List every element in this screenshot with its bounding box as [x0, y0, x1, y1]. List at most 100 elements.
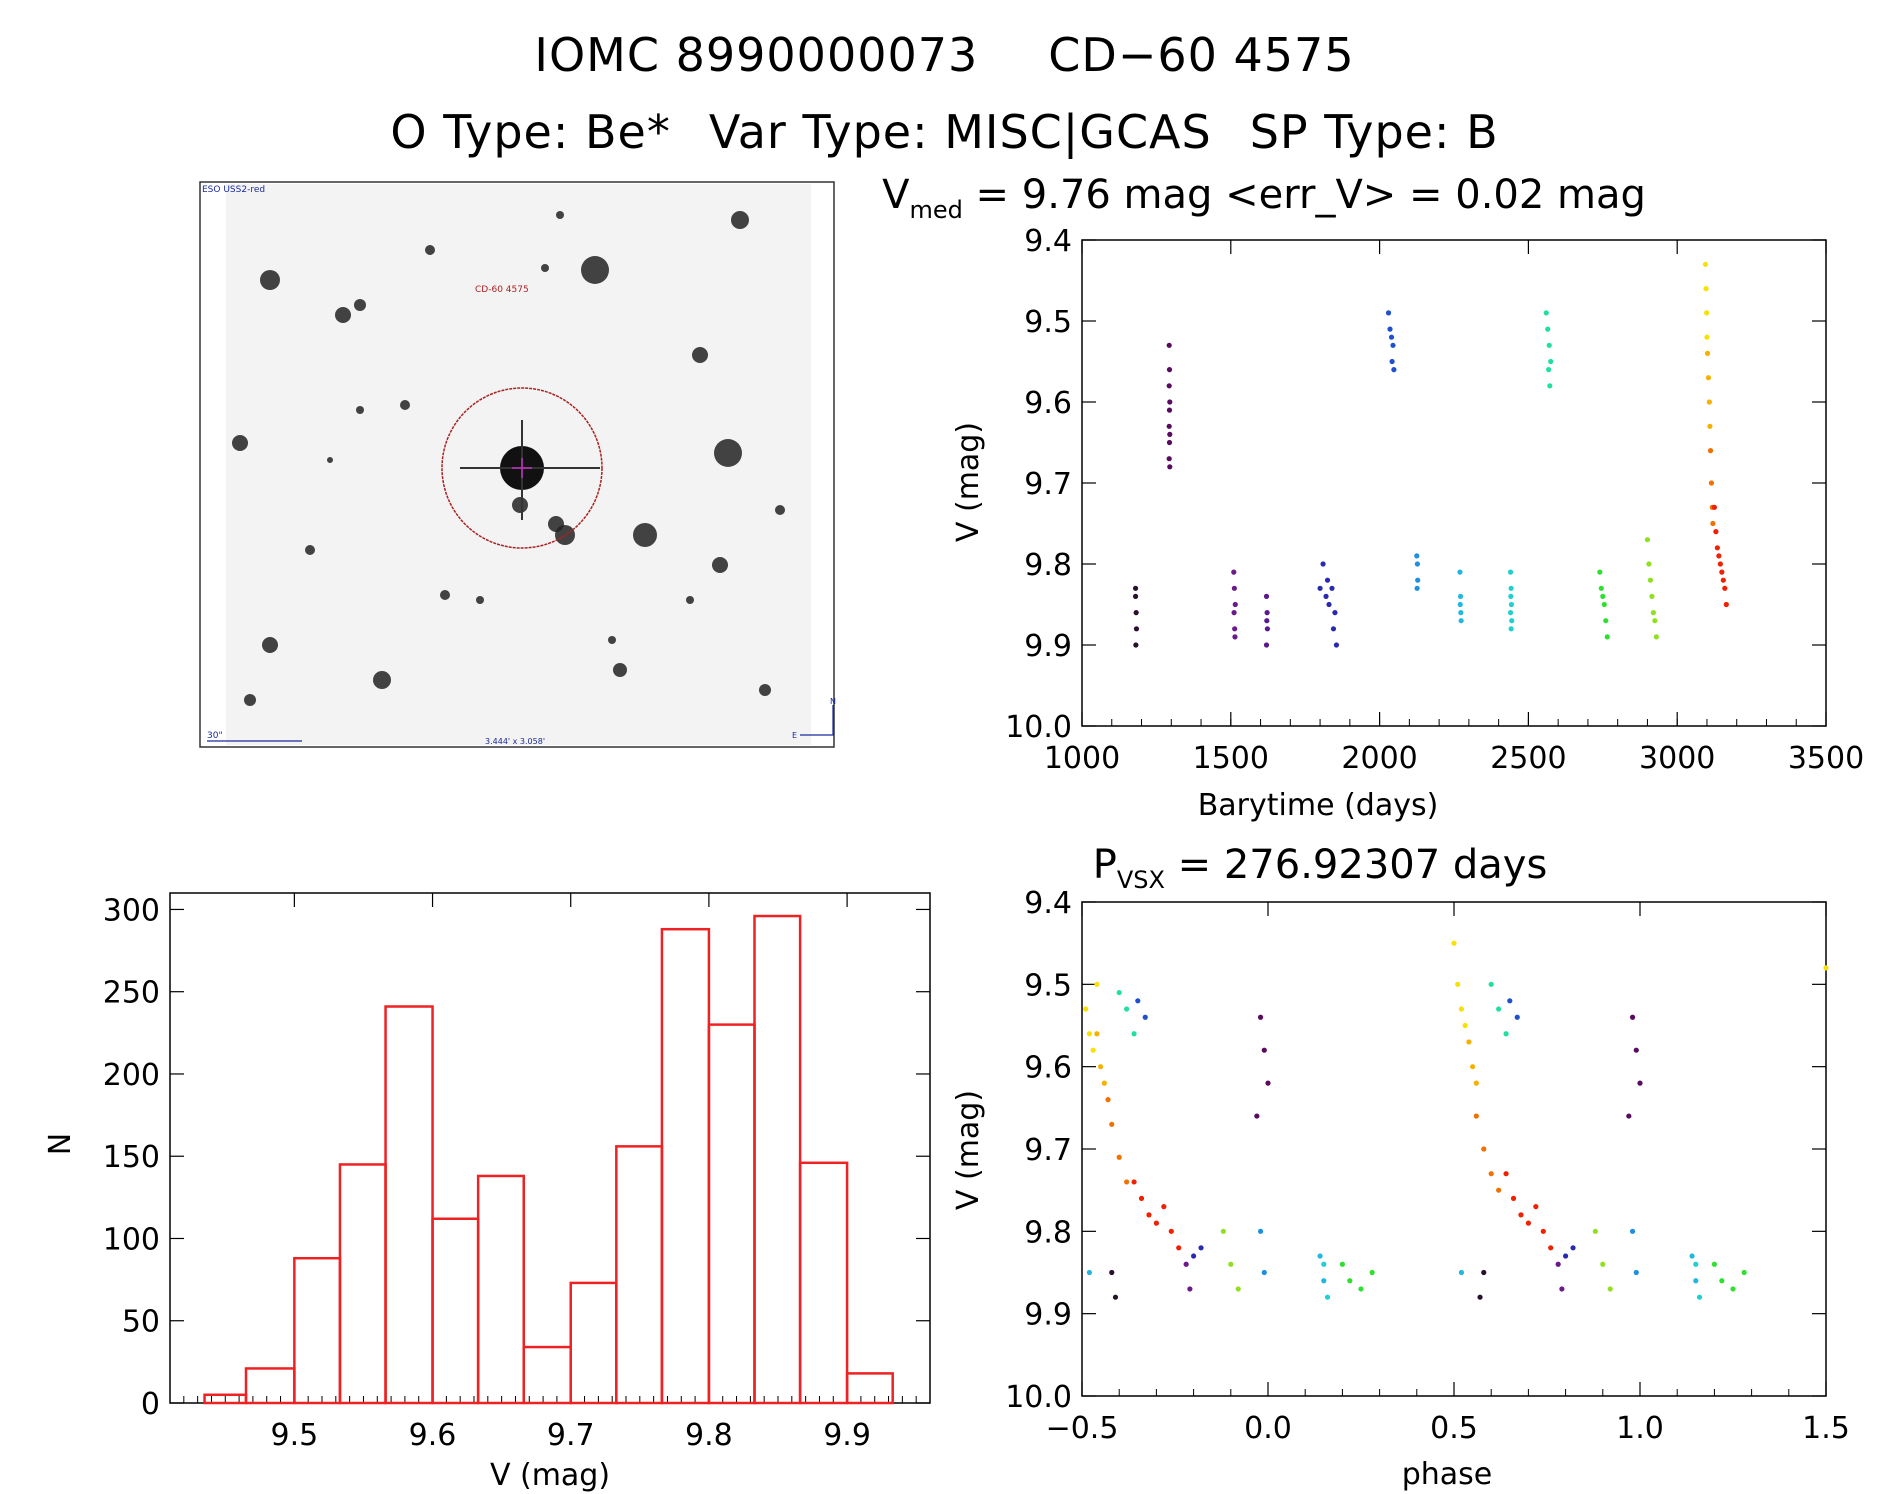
histogram-bar — [431, 1217, 480, 1405]
lightcurve-point — [1231, 610, 1237, 616]
phased-point — [1510, 1195, 1517, 1201]
target-circle — [441, 387, 603, 549]
phased-point — [1626, 1113, 1632, 1119]
lightcurve-point — [1545, 326, 1551, 332]
histogram-bar — [615, 1145, 664, 1405]
phased-point — [1496, 1006, 1502, 1012]
histogram-ytick-label: 50 — [122, 1305, 160, 1340]
field-star — [714, 439, 742, 467]
histogram-xtick-label: 9.6 — [409, 1418, 457, 1453]
field-star — [356, 406, 364, 414]
lightcurve-point — [1647, 577, 1654, 583]
phased-panel: PVSX = 276.92307 days −0.5 0.0 0.5 1.0 1.5 9.… — [951, 842, 1850, 1492]
field-star — [305, 545, 315, 555]
lightcurve-point — [1704, 310, 1710, 316]
histogram-frame — [169, 892, 931, 1404]
phased-point — [1473, 1113, 1479, 1119]
lightcurve-ytick-label: 10.0 — [1005, 710, 1072, 745]
phased-xtick-label: 0.5 — [1430, 1411, 1478, 1446]
lightcurve-point — [1167, 464, 1173, 470]
compass-arrows — [800, 705, 834, 736]
lightcurve-point — [1264, 618, 1270, 624]
phased-point — [1176, 1245, 1182, 1251]
lightcurve-point — [1332, 610, 1338, 616]
lightcurve-point — [1646, 561, 1652, 567]
phased-xlabel: phase — [1402, 1457, 1493, 1492]
field-star — [581, 256, 609, 284]
lightcurve-xtick-label: 1500 — [1193, 741, 1269, 776]
histogram-bar — [798, 1161, 849, 1405]
phased-point — [1090, 1047, 1096, 1053]
field-star — [548, 516, 564, 532]
phased-point — [1265, 1080, 1271, 1086]
lightcurve-point — [1546, 342, 1552, 348]
phased-point — [1548, 1245, 1554, 1251]
phased-point — [1559, 1286, 1565, 1292]
lightcurve-point — [1166, 439, 1173, 446]
lightcurve-point — [1414, 585, 1420, 591]
finder-chart: ESO USS2-red CD-60 4575 30" 3.444' x 3.0… — [199, 181, 836, 748]
lightcurve-point — [1717, 561, 1723, 567]
lightcurve-point — [1166, 367, 1173, 373]
lightcurve-point — [1652, 618, 1658, 624]
lightcurve-point — [1390, 342, 1396, 348]
phased-point — [1570, 1245, 1576, 1251]
phased-ytick-label: 9.6 — [1024, 1051, 1072, 1086]
lightcurve-ytick-label: 9.6 — [1024, 386, 1072, 421]
lightcurve-xtick-label: 2000 — [1341, 741, 1417, 776]
lightcurve-point — [1232, 626, 1238, 632]
field-star — [244, 694, 256, 706]
lightcurve-point — [1723, 601, 1729, 608]
phased-point — [1533, 1204, 1539, 1210]
field-star — [731, 211, 749, 229]
lightcurve-point — [1389, 358, 1395, 365]
phased-point — [1146, 1212, 1152, 1218]
lightcurve-point — [1263, 642, 1270, 648]
lightcurve-point — [1719, 569, 1725, 575]
phased-ylabel: V (mag) — [951, 1090, 986, 1210]
phased-ytick-label: 9.8 — [1024, 1215, 1072, 1250]
phased-point — [1187, 1286, 1193, 1292]
lightcurve-point — [1166, 423, 1172, 429]
phased-point — [1719, 1278, 1725, 1284]
lightcurve-ytick-label: 9.7 — [1024, 467, 1072, 502]
phased-point — [1607, 1286, 1613, 1292]
lightcurve-point — [1167, 399, 1173, 405]
lightcurve-point — [1714, 545, 1720, 551]
lightcurve-point — [1132, 593, 1139, 600]
histogram-ylabel: N — [43, 1133, 78, 1155]
lightcurve-point — [1546, 367, 1552, 373]
lightcurve-point — [1508, 593, 1514, 600]
phased-point — [1503, 1031, 1509, 1037]
phased-point — [1131, 1179, 1137, 1185]
phased-point — [1462, 1022, 1468, 1029]
histogram-ytick-label: 200 — [103, 1058, 160, 1093]
phased-ytick-label: 9.9 — [1024, 1298, 1072, 1333]
histogram-bar — [338, 1163, 387, 1405]
lightcurve-point — [1711, 504, 1717, 510]
field-star — [633, 523, 657, 547]
phased-point — [1689, 1253, 1695, 1259]
histogram-xtick-label: 9.8 — [685, 1418, 733, 1453]
phased-point — [1124, 1179, 1130, 1185]
phased-point — [1101, 1080, 1107, 1086]
phased-point — [1153, 1220, 1159, 1226]
lightcurve-xlabel: Barytime (days) — [1198, 788, 1439, 823]
lightcurve-point — [1509, 618, 1515, 624]
phased-point — [1191, 1253, 1197, 1259]
phased-frame — [1081, 901, 1827, 1397]
lightcurve-point — [1231, 569, 1237, 575]
lightcurve-ytick-label: 9.5 — [1024, 305, 1072, 340]
phased-ytick-label: 10.0 — [1005, 1380, 1072, 1415]
phased-point — [1496, 1187, 1502, 1193]
lightcurve-point — [1323, 593, 1329, 600]
phased-point — [1466, 1039, 1472, 1045]
phased-point — [1637, 1080, 1643, 1086]
lightcurve-point — [1598, 585, 1604, 591]
phased-point — [1324, 1294, 1331, 1300]
field-star — [354, 299, 366, 311]
field-star — [425, 245, 435, 255]
phased-point — [1563, 1253, 1569, 1259]
phased-point — [1518, 1212, 1524, 1218]
lightcurve-point — [1166, 383, 1172, 389]
